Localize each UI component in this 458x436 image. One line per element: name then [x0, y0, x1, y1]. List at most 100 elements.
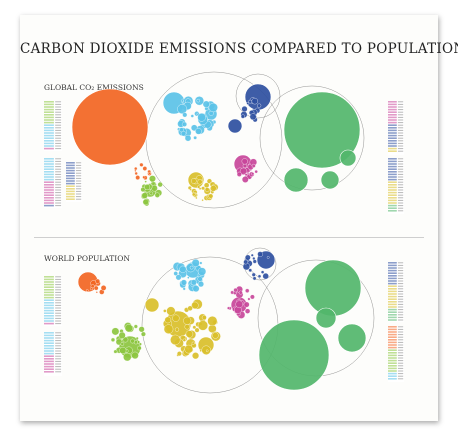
population-table-left-value — [55, 323, 62, 325]
population-table-left-value — [55, 371, 62, 373]
emissions-bubble-small — [251, 163, 256, 168]
population-table-right-value — [397, 370, 404, 372]
emissions-table-right-value — [397, 181, 404, 183]
emissions-table-left-row — [44, 178, 54, 181]
emissions-table-right-value — [397, 186, 404, 188]
population-table-left-value — [55, 332, 62, 334]
emissions-bubble-small — [148, 172, 151, 175]
emissions-table-left-value — [75, 164, 82, 166]
population-table-right-row — [388, 375, 397, 377]
emissions-table-left-value — [55, 148, 62, 150]
emissions-bubble-small — [249, 113, 257, 121]
population-table-left-row — [44, 312, 54, 314]
emissions-table-left-value — [55, 205, 62, 207]
emissions-bubble-small — [177, 104, 188, 114]
emissions-bubble — [227, 118, 243, 134]
population-table-right-row — [388, 341, 397, 344]
emissions-bubble-small — [202, 100, 210, 108]
population-table-right-value — [397, 267, 404, 269]
emissions-table-left-row — [44, 181, 54, 183]
population-bubble-small — [133, 324, 138, 329]
emissions-table-right-row — [388, 204, 397, 207]
emissions-table-left-value — [55, 106, 62, 108]
population-bubble-small — [192, 325, 197, 330]
emissions-table-left-row — [44, 173, 54, 176]
emissions-table-right-value — [397, 142, 404, 144]
population-table-right-row — [388, 308, 397, 311]
population-table-right-value — [397, 349, 404, 351]
emissions-bubble-small — [204, 187, 210, 192]
population-bubble-small — [176, 351, 182, 357]
population-table-right-value — [397, 328, 404, 330]
emissions-bubble-small — [182, 112, 188, 118]
population-bubble-small — [113, 349, 118, 354]
population-bubble-small — [192, 285, 200, 293]
emissions-table-left-row — [66, 167, 75, 169]
emissions-bubble-small — [184, 134, 192, 142]
emissions-bubble-small — [142, 166, 148, 171]
population-table-right-value — [397, 316, 404, 318]
emissions-right-ring — [259, 85, 365, 191]
population-bubble-small — [184, 324, 190, 330]
population-table-right-value — [397, 311, 404, 313]
population-table-right-row — [388, 362, 397, 364]
population-table-right-row — [388, 367, 397, 370]
emissions-table-right-row — [388, 207, 397, 209]
population-table-right-value — [397, 298, 404, 300]
emissions-bubble-small — [135, 175, 141, 180]
emissions-bubble-small — [208, 102, 218, 113]
emissions-table-right-row — [388, 106, 397, 108]
emissions-table-right-row — [388, 189, 397, 191]
population-table-right-row — [388, 316, 397, 319]
population-bubble-small — [260, 270, 265, 274]
emissions-table-right-row — [388, 176, 397, 178]
population-table-right-value — [397, 331, 404, 333]
emissions-table-left-value — [55, 186, 62, 188]
emissions-table-right-value — [397, 205, 404, 207]
emissions-table-left-row — [44, 114, 54, 116]
population-bubble-small — [85, 289, 89, 292]
population-table-left-row — [44, 286, 54, 288]
emissions-table-left-value — [55, 116, 62, 118]
population-table-right-row — [388, 354, 397, 357]
emissions-table-left-value — [75, 162, 82, 164]
population-table-right-row — [388, 267, 397, 269]
population-table-right-row — [388, 344, 397, 346]
emissions-table-left-value — [55, 199, 62, 201]
population-bubble-small — [197, 281, 204, 288]
emissions-table-left-value — [55, 202, 62, 204]
emissions-table-left-value — [55, 194, 62, 196]
emissions-table-left-value — [55, 122, 62, 124]
population-bubble-small — [182, 338, 186, 342]
population-table-right-value — [397, 264, 404, 266]
population-table-left-value — [55, 297, 62, 299]
emissions-table-left-row — [44, 145, 54, 147]
emissions-table-left-value — [55, 109, 62, 111]
population-bubble-small — [243, 301, 250, 308]
population-table-right-value — [397, 357, 404, 359]
population-table-left-value — [55, 368, 62, 370]
population-table-left-row — [44, 281, 54, 283]
population-table-left-value — [55, 350, 62, 352]
population-table-left-value — [55, 304, 62, 306]
emissions-table-left-value — [55, 129, 62, 131]
population-bubble-small — [199, 261, 203, 265]
population-table-left-row — [44, 337, 54, 339]
population-table-left-value — [55, 358, 62, 360]
population-bubble-small — [191, 301, 199, 310]
emissions-table-right-value — [397, 124, 404, 126]
emissions-table-left-value — [55, 184, 62, 186]
emissions-bubble-small — [239, 167, 248, 175]
emissions-table-left-value — [75, 180, 82, 182]
population-table-right-value — [397, 319, 404, 321]
emissions-table-left-row — [44, 147, 54, 150]
emissions-bubble-small — [197, 113, 206, 122]
population-table-left-value — [55, 276, 62, 278]
population-bubble-small — [110, 337, 116, 342]
population-table-left-value — [55, 294, 62, 296]
emissions-table-right-row — [388, 124, 397, 126]
population-table-right-row — [388, 303, 397, 306]
emissions-table-left-value — [55, 189, 62, 191]
population-bubble-small — [175, 274, 182, 281]
emissions-table-left-value — [75, 193, 82, 195]
